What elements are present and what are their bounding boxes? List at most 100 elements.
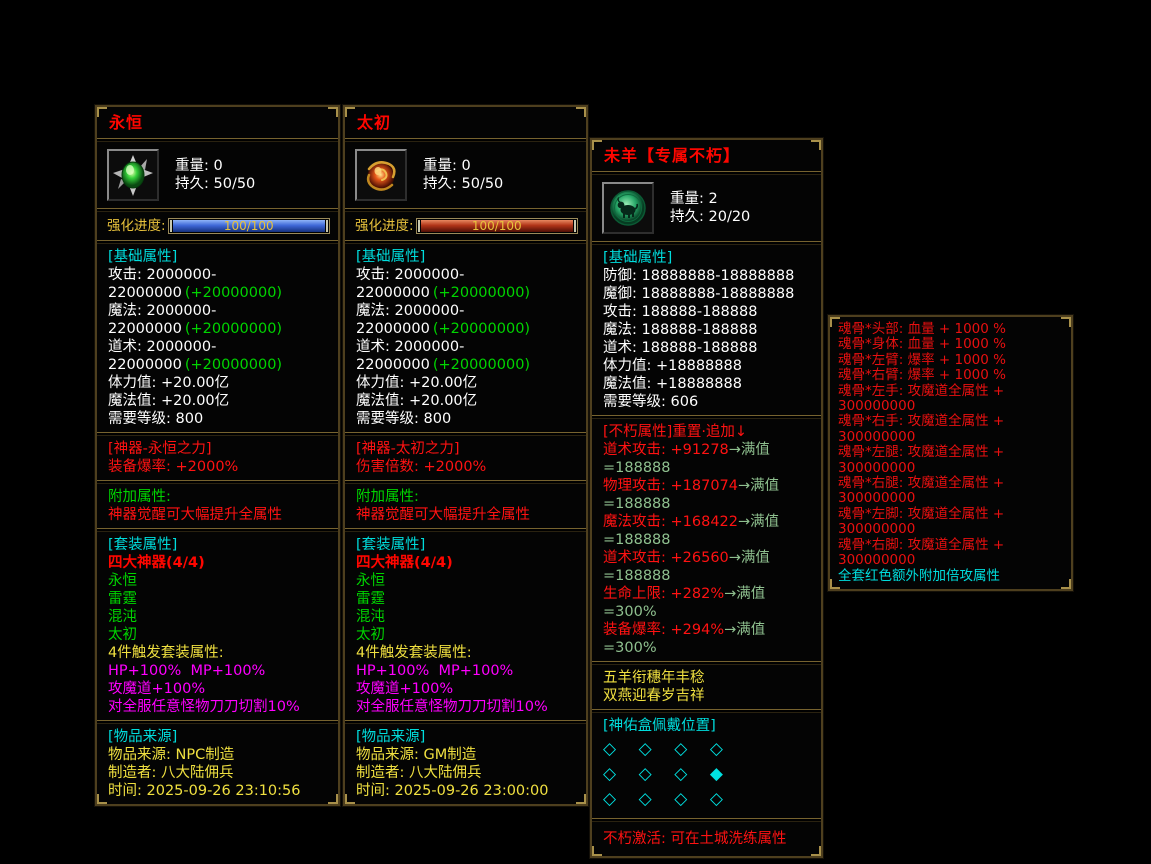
item-info-row: 重量: 0 持久: 50/50 [345, 142, 586, 208]
set-item: 太初 [356, 627, 385, 643]
base-attributes-section: [基础属性] 攻击: 2000000-22000000 (+20000000) 魔… [97, 244, 338, 432]
source-line: 时间: 2025-09-26 23:00:00 [356, 783, 549, 799]
source-line: 制造者: 八大陆佣兵 [356, 765, 482, 781]
weight-line: 重量: 0 [175, 158, 223, 174]
slot-diamond-icon: ◇ [674, 789, 688, 809]
extra-attributes-section: 附加属性: 神器觉醒可大幅提升全属性 [97, 484, 338, 528]
set-item: 雷霆 [108, 591, 137, 607]
item-title: 未羊【专属不朽】 [604, 146, 741, 165]
section-header: [套装属性] [356, 537, 426, 553]
attr-line: 魔法: 2000000-22000000 (+20000000) [356, 303, 531, 337]
section-header: [基础属性] [356, 249, 426, 265]
item-tooltip-eternal: 永恒 [94, 104, 341, 807]
set-bonus: 攻魔道+100% [108, 681, 206, 697]
weight-durability: 重量: 0 持久: 50/50 [423, 157, 503, 193]
attr-line: 道术: 188888-188888 [603, 340, 758, 356]
progress-fill [420, 220, 573, 232]
soulbone-line: 魂骨*左腿: 攻魔道全属性 + 300000000 [838, 444, 1009, 476]
artifact-section: [神器-永恒之力] 装备爆率: +2000% [97, 436, 338, 480]
base-attributes-section: [基础属性] 防御: 18888888-18888888 魔御: 1888888… [592, 245, 821, 415]
section-header: 附加属性: [356, 489, 419, 505]
soulbone-attributes-panel: 魂骨*头部: 血量 + 1000 % 魂骨*身体: 血量 + 1000 % 魂骨… [827, 314, 1074, 592]
section-divider [592, 661, 821, 665]
immortal-line: 物理攻击: +187074→满值=188888 [603, 478, 780, 512]
blessing-box-slots-section: [神佑盒佩戴位置] ◇ ◇ ◇ ◇ ◇ ◇ ◇ ◆ ◇ ◇ ◇ ◇ [592, 713, 821, 818]
source-line: 时间: 2025-09-26 23:10:56 [108, 783, 301, 799]
soulbone-line: 魂骨*左脚: 攻魔道全属性 + 300000000 [838, 505, 1009, 538]
item-title: 永恒 [109, 113, 144, 132]
set-attributes-section: [套装属性] 四大神器(4/4) 永恒 雷霆 混沌 太初 4件触发套装属性: H… [345, 532, 586, 720]
durability-line: 持久: 20/20 [670, 209, 751, 225]
activate-line: 不朽激活: 可在土城洗练属性 [603, 831, 787, 847]
soulbone-line: 魂骨*身体: 血量 + 1000 % [838, 336, 1006, 353]
weight-line: 重量: 0 [423, 158, 471, 174]
set-bonus: 攻魔道+100% [356, 681, 454, 697]
set-bonus: HP+100% MP+100% [356, 663, 514, 679]
artifact-section: [神器-太初之力] 伤害倍数: +2000% [345, 436, 586, 480]
artifact-line: 伤害倍数: +2000% [356, 459, 487, 475]
enhance-label: 强化进度: [355, 218, 414, 234]
section-divider [592, 415, 821, 419]
attr-line: 魔法: 188888-188888 [603, 322, 758, 338]
soulbone-line: 魂骨*右脚: 攻魔道全属性 + 300000000 [838, 536, 1009, 569]
section-divider [345, 432, 586, 436]
soulbone-line: 魂骨*头部: 血量 + 1000 % [838, 321, 1006, 337]
section-divider [345, 138, 586, 142]
set-bonus: 对全服任意怪物刀刀切割10% [108, 699, 300, 715]
enhance-progress-bar: 100/100 [167, 218, 330, 234]
couplet-section: 五羊衔穗年丰稔 双燕迎春岁吉祥 [592, 665, 821, 709]
soulbone-line: 魂骨*左手: 攻魔道全属性 + 300000000 [838, 382, 1009, 415]
section-divider [97, 720, 338, 724]
item-tooltip-taichu: 太初 重量: 0 持久: 50/50 [342, 104, 589, 807]
set-bonus: HP+100% MP+100% [108, 663, 266, 679]
slot-diamond-icon: ◇ [709, 789, 723, 809]
attr-line: 需要等级: 800 [108, 411, 204, 427]
slot-row: ◇ ◇ ◇ ◇ [603, 787, 810, 812]
couplet-line: 双燕迎春岁吉祥 [603, 688, 705, 704]
goat-coin-icon [602, 182, 654, 234]
section-divider [592, 818, 821, 822]
set-name: 四大神器(4/4) [356, 555, 453, 571]
slot-diamond-icon: ◇ [603, 739, 617, 759]
section-header: [套装属性] [108, 537, 178, 553]
slot-diamond-icon: ◇ [638, 789, 652, 809]
attr-line: 攻击: 2000000-22000000 (+20000000) [108, 267, 283, 301]
set-item: 混沌 [356, 609, 385, 625]
section-header: [神器-永恒之力] [108, 441, 212, 457]
section-header: [不朽属性]重置·追加↓ [603, 424, 748, 440]
attr-line: 攻击: 2000000-22000000 (+20000000) [356, 267, 531, 301]
section-divider [592, 709, 821, 713]
progress-value: 100/100 [471, 219, 522, 233]
section-header: [基础属性] [108, 249, 178, 265]
attr-line: 体力值: +20.00亿 [356, 375, 478, 391]
attr-line: 体力值: +18888888 [603, 358, 742, 374]
source-line: 物品来源: NPC制造 [108, 747, 235, 763]
section-divider [97, 528, 338, 532]
attr-line: 魔御: 18888888-18888888 [603, 286, 795, 302]
item-info-row: 重量: 2 持久: 20/20 [592, 175, 821, 241]
slot-grid: ◇ ◇ ◇ ◇ ◇ ◇ ◇ ◆ ◇ ◇ ◇ ◇ [603, 735, 810, 814]
section-divider [97, 432, 338, 436]
attr-line: 魔法: 2000000-22000000 (+20000000) [108, 303, 283, 337]
source-line: 制造者: 八大陆佣兵 [108, 765, 234, 781]
section-divider [345, 720, 586, 724]
slot-diamond-icon-filled: ◆ [709, 764, 723, 784]
item-source-section: [物品来源] 物品来源: NPC制造 制造者: 八大陆佣兵 时间: 2025-0… [97, 724, 338, 804]
slot-diamond-icon: ◇ [603, 789, 617, 809]
section-header: [物品来源] [108, 729, 178, 745]
weight-durability: 重量: 2 持久: 20/20 [670, 190, 750, 226]
immortal-line: 生命上限: +282%→满值=300% [603, 586, 766, 620]
slot-diamond-icon: ◇ [674, 739, 688, 759]
source-line: 物品来源: GM制造 [356, 747, 477, 763]
set-trigger: 4件触发套装属性: [356, 645, 472, 661]
progress-value: 100/100 [223, 219, 274, 233]
set-trigger: 4件触发套装属性: [108, 645, 224, 661]
slot-row: ◇ ◇ ◇ ◆ [603, 762, 810, 787]
extra-line: 神器觉醒可大幅提升全属性 [108, 507, 282, 523]
slot-diamond-icon: ◇ [674, 764, 688, 784]
slot-diamond-icon: ◇ [638, 739, 652, 759]
slot-diamond-icon: ◇ [638, 764, 652, 784]
set-attributes-section: [套装属性] 四大神器(4/4) 永恒 雷霆 混沌 太初 4件触发套装属性: H… [97, 532, 338, 720]
immortal-line: 魔法攻击: +168422→满值=188888 [603, 514, 780, 548]
